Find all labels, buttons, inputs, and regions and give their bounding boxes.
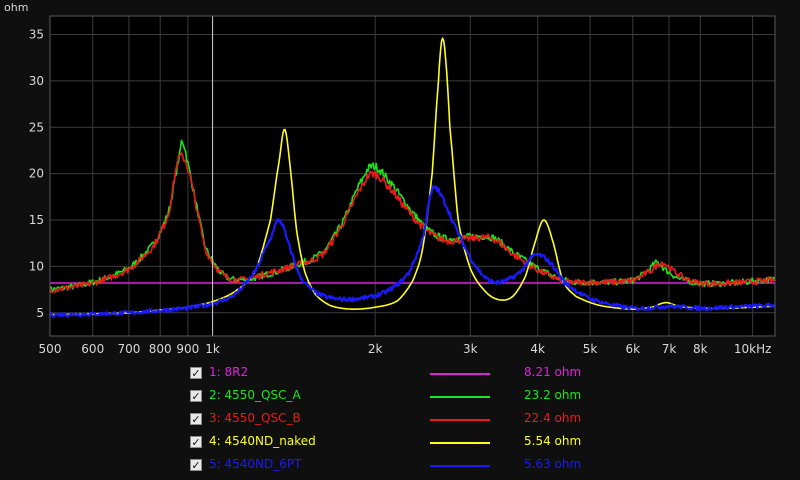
y-tick-labels: 5 10 15 20 25 30 35 [29,28,44,320]
series-3-swatch [430,419,490,421]
y-axis-label: ohm [4,1,28,14]
x-tick-label: 6k [626,342,641,356]
plot-frame [49,15,776,337]
x-tick-label: 1k [205,342,220,356]
x-tick-label: 500 [39,342,62,356]
series-4-name: 4: 4540ND_naked [209,434,316,448]
series-5-value: 5.63 ohm [524,457,582,471]
x-tick-label: 5k [583,342,598,356]
x-tick-label: 8k [693,342,708,356]
impedance-chart: 500 600 700 800 900 1k 2k 3k 4k 5k 6k 7k 8k 10kHz 5 10… [4,1,776,356]
x-tick-label: 4k [530,342,545,356]
legend-row-2: ✓ 2: 4550_QSC_A 23.2 ohm [188,387,608,410]
series-1-name: 1: 8R2 [209,365,249,379]
series-4-value: 5.54 ohm [524,434,582,448]
x-tick-label: 800 [149,342,172,356]
series-line-3 [49,152,776,294]
series-1-value: 8.21 ohm [524,365,582,379]
plot-background [50,16,775,336]
x-tick-label: 700 [117,342,140,356]
series-3-name: 3: 4550_QSC_B [209,411,301,425]
series-1-checkbox[interactable]: ✓ [190,367,202,380]
series-2-name: 2: 4550_QSC_A [209,388,301,402]
legend-row-3: ✓ 3: 4550_QSC_B 22.4 ohm [188,410,608,433]
y-tick-label: 25 [29,120,44,134]
series-2-swatch [430,396,490,398]
series-1-swatch [430,373,490,375]
series-line-5 [48,185,776,318]
legend-row-1: ✓ 1: 8R2 8.21 ohm [188,364,608,387]
series-2-checkbox[interactable]: ✓ [190,390,202,403]
legend: ✓ 1: 8R2 8.21 ohm ✓ 2: 4550_QSC_A 23.2 o… [188,364,608,479]
x-tick-label: 600 [81,342,104,356]
x-tick-labels: 500 600 700 800 900 1k 2k 3k 4k 5k 6k 7k 8k 10kHz [39,342,772,356]
x-tick-label: 7k [662,342,677,356]
legend-row-4: ✓ 4: 4540ND_naked 5.54 ohm [188,433,608,456]
x-tick-label: 900 [176,342,199,356]
y-tick-label: 5 [36,306,44,320]
legend-row-5: ✓ 5: 4540ND_6PT 5.63 ohm [188,456,608,479]
y-tick-label: 35 [29,28,44,42]
y-tick-label: 30 [29,74,44,88]
series-4-swatch [430,442,490,444]
series-5-checkbox[interactable]: ✓ [190,459,202,472]
y-tick-label: 10 [29,259,44,273]
x-tick-label: 2k [368,342,383,356]
y-tick-label: 15 [29,213,44,227]
series-5-name: 5: 4540ND_6PT [209,457,302,471]
x-tick-label: 3k [463,342,478,356]
series-group [48,37,776,318]
series-3-checkbox[interactable]: ✓ [190,413,202,426]
y-tick-label: 20 [29,167,44,181]
series-2-value: 23.2 ohm [524,388,582,402]
series-3-value: 22.4 ohm [524,411,582,425]
series-4-checkbox[interactable]: ✓ [190,436,202,449]
x-tick-label: 10kHz [734,342,772,356]
series-5-swatch [430,465,490,467]
